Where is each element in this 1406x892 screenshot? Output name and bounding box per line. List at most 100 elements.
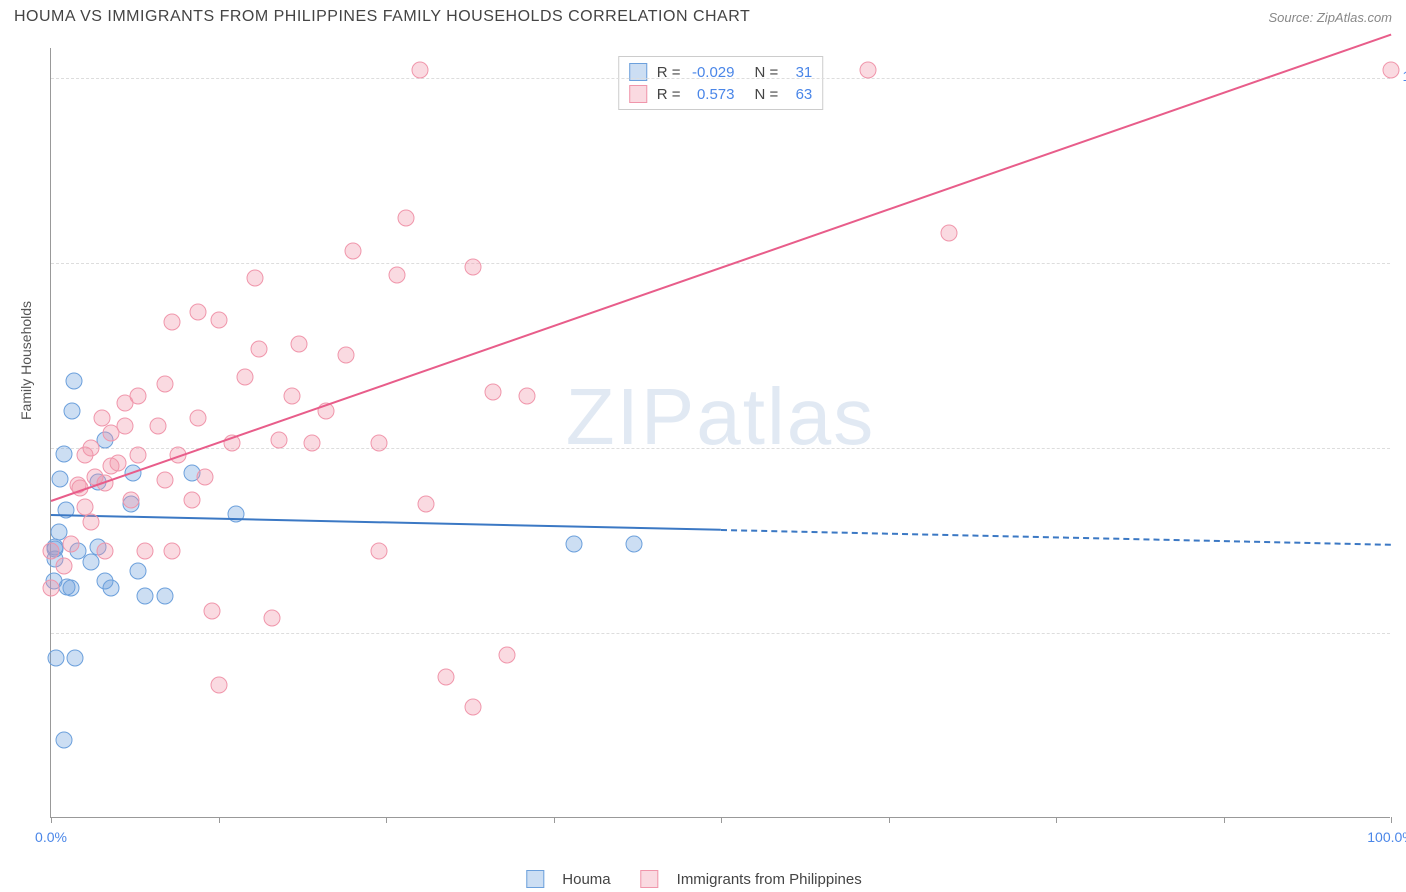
x-tick-mark	[721, 817, 722, 823]
scatter-point	[156, 587, 173, 604]
scatter-point	[565, 536, 582, 553]
gridline	[51, 263, 1390, 264]
scatter-point	[56, 445, 73, 462]
legend-r-label: R =	[657, 86, 681, 103]
scatter-point	[183, 491, 200, 508]
scatter-point	[48, 650, 65, 667]
x-tick-mark	[1391, 817, 1392, 823]
scatter-point	[940, 225, 957, 242]
x-tick-mark	[51, 817, 52, 823]
scatter-point	[136, 587, 153, 604]
x-tick-mark	[889, 817, 890, 823]
scatter-point	[203, 602, 220, 619]
scatter-point	[371, 543, 388, 560]
scatter-point	[96, 543, 113, 560]
scatter-point	[67, 650, 84, 667]
scatter-point	[43, 543, 60, 560]
scatter-point	[498, 647, 515, 664]
scatter-point	[371, 435, 388, 452]
chart-title: HOUMA VS IMMIGRANTS FROM PHILIPPINES FAM…	[14, 8, 750, 26]
scatter-point	[110, 454, 127, 471]
legend-r-value: 0.573	[685, 86, 735, 103]
series-name: Immigrants from Philippines	[677, 871, 862, 888]
scatter-point	[344, 242, 361, 259]
scatter-point	[65, 373, 82, 390]
scatter-point	[63, 536, 80, 553]
scatter-point	[270, 432, 287, 449]
x-tick-label: 0.0%	[35, 829, 67, 845]
scatter-point	[93, 410, 110, 427]
scatter-point	[116, 417, 133, 434]
scatter-point	[56, 731, 73, 748]
x-tick-label: 100.0%	[1367, 829, 1406, 845]
scatter-point	[625, 536, 642, 553]
scatter-point	[83, 513, 100, 530]
scatter-point	[197, 469, 214, 486]
scatter-point	[264, 610, 281, 627]
correlation-legend: R =-0.029N =31 R =0.573 N =63	[618, 56, 824, 110]
scatter-point	[136, 543, 153, 560]
scatter-point	[163, 313, 180, 330]
scatter-point	[246, 269, 263, 286]
scatter-point	[130, 447, 147, 464]
scatter-point	[465, 698, 482, 715]
scatter-point	[388, 266, 405, 283]
scatter-point	[156, 376, 173, 393]
scatter-point	[43, 580, 60, 597]
scatter-point	[210, 676, 227, 693]
scatter-point	[304, 435, 321, 452]
scatter-point	[1383, 62, 1400, 79]
source-label: Source: ZipAtlas.com	[1268, 10, 1392, 25]
scatter-point	[52, 470, 69, 487]
y-tick-label: 75.0%	[1395, 438, 1406, 454]
scatter-point	[290, 336, 307, 353]
scatter-point	[237, 368, 254, 385]
x-tick-mark	[1224, 817, 1225, 823]
x-tick-mark	[554, 817, 555, 823]
scatter-point	[123, 491, 140, 508]
gridline	[51, 78, 1390, 79]
plot-area: ZIPatlas R =-0.029N =31R =0.573N =63 62.…	[50, 48, 1390, 818]
gridline	[51, 633, 1390, 634]
y-tick-label: 62.5%	[1395, 623, 1406, 639]
scatter-point	[150, 417, 167, 434]
scatter-point	[284, 387, 301, 404]
scatter-point	[398, 210, 415, 227]
legend-swatch	[629, 85, 647, 103]
scatter-point	[116, 395, 133, 412]
legend-swatch	[641, 870, 659, 888]
scatter-point	[418, 496, 435, 513]
x-tick-mark	[386, 817, 387, 823]
scatter-point	[465, 259, 482, 276]
series-name: Houma	[562, 871, 610, 888]
scatter-point	[76, 447, 93, 464]
scatter-point	[64, 402, 81, 419]
trend-line	[51, 514, 721, 531]
scatter-point	[438, 669, 455, 686]
scatter-point	[63, 580, 80, 597]
legend-swatch	[526, 870, 544, 888]
x-tick-mark	[219, 817, 220, 823]
scatter-point	[227, 506, 244, 523]
scatter-point	[190, 410, 207, 427]
scatter-point	[337, 346, 354, 363]
legend-n-value: 63	[782, 86, 812, 103]
scatter-point	[250, 340, 267, 357]
legend-row: R =-0.029N =31	[629, 61, 813, 83]
scatter-point	[518, 387, 535, 404]
series-legend: Houma Immigrants from Philippines	[526, 870, 879, 888]
x-tick-mark	[1056, 817, 1057, 823]
watermark: ZIPatlas	[566, 371, 875, 463]
scatter-point	[56, 558, 73, 575]
scatter-point	[163, 543, 180, 560]
scatter-point	[190, 303, 207, 320]
legend-row: R =0.573 N =63	[629, 83, 813, 105]
trend-line	[721, 529, 1391, 546]
y-axis-label: Family Households	[18, 301, 34, 420]
scatter-point	[485, 383, 502, 400]
gridline	[51, 448, 1390, 449]
scatter-point	[103, 580, 120, 597]
scatter-point	[156, 472, 173, 489]
scatter-point	[411, 62, 428, 79]
legend-n-label: N =	[755, 86, 779, 103]
